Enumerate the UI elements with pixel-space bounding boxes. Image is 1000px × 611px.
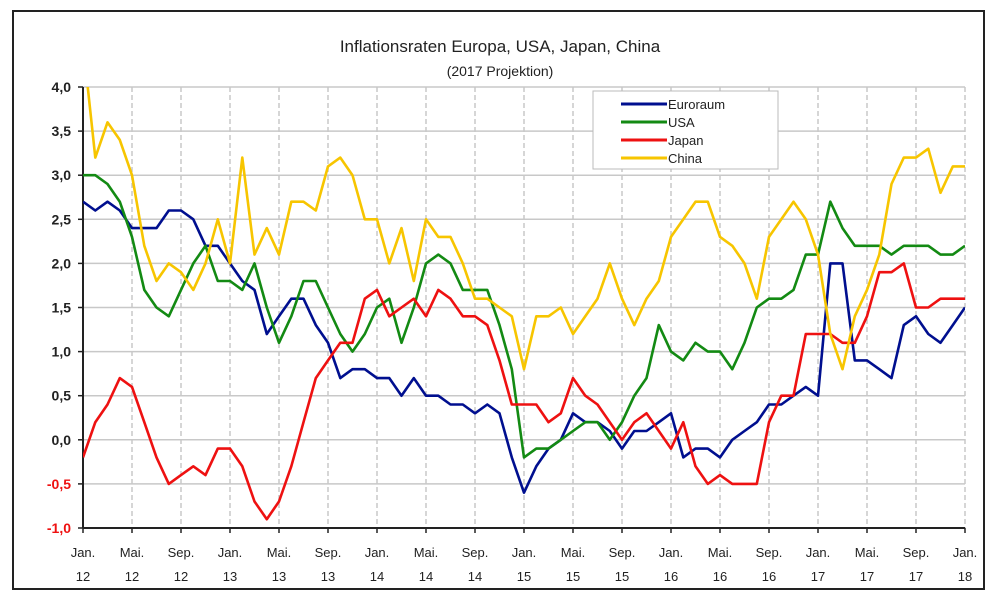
y-tick-label: 2,0 xyxy=(52,255,72,271)
series-line-japan xyxy=(83,262,965,521)
y-tick-label: 4,0 xyxy=(52,79,72,95)
chart-subtitle: (2017 Projektion) xyxy=(447,63,554,79)
y-tick-label: 2,5 xyxy=(52,211,72,227)
x-tick-label-month: Jan. xyxy=(512,545,537,560)
x-tick-label-year: 14 xyxy=(370,569,384,584)
x-tick-label-year: 13 xyxy=(321,569,335,584)
x-tick-label-month: Jan. xyxy=(806,545,831,560)
x-tick-label-month: Mai. xyxy=(855,545,880,560)
x-tick-label-month: Mai. xyxy=(561,545,586,560)
y-tick-label: 1,0 xyxy=(52,344,72,360)
y-tick-label: 3,0 xyxy=(52,167,72,183)
y-tick-label: -0,5 xyxy=(47,476,71,492)
series-line-china xyxy=(86,87,965,371)
x-tick-label-month: Jan. xyxy=(71,545,96,560)
chart-title: Inflationsraten Europa, USA, Japan, Chin… xyxy=(340,37,661,56)
x-tick-label-month: Jan. xyxy=(218,545,243,560)
x-tick-label-month: Jan. xyxy=(659,545,684,560)
legend-label-japan: Japan xyxy=(668,133,703,148)
x-tick-label-year: 16 xyxy=(713,569,727,584)
x-tick-label-month: Sep. xyxy=(903,545,930,560)
x-tick-label-month: Sep. xyxy=(462,545,489,560)
x-tick-label-year: 15 xyxy=(615,569,629,584)
x-tick-label-month: Mai. xyxy=(414,545,439,560)
x-tick-label-year: 14 xyxy=(468,569,482,584)
x-tick-label-month: Jan. xyxy=(365,545,390,560)
x-tick-label-month: Sep. xyxy=(756,545,783,560)
x-tick-label-year: 14 xyxy=(419,569,433,584)
x-tick-label-year: 17 xyxy=(909,569,923,584)
x-tick-label-year: 13 xyxy=(272,569,286,584)
y-tick-label: 1,5 xyxy=(52,300,72,316)
legend-label-china: China xyxy=(668,151,703,166)
y-tick-label: 0,5 xyxy=(52,388,72,404)
x-tick-label-year: 13 xyxy=(223,569,237,584)
x-tick-label-month: Sep. xyxy=(609,545,636,560)
x-tick-label-year: 16 xyxy=(762,569,776,584)
y-tick-label: 3,5 xyxy=(52,123,72,139)
legend-label-euroraum: Euroraum xyxy=(668,97,725,112)
grid xyxy=(82,86,966,529)
x-tick-label-year: 12 xyxy=(76,569,90,584)
y-axis-ticks: 4,0 3,5 3,0 2,5 2,0 1,5 1,0 0,5 0,0 -0,5 -1,0 xyxy=(47,79,71,536)
x-tick-label-year: 17 xyxy=(811,569,825,584)
x-tick-label-year: 18 xyxy=(958,569,972,584)
y-tick-label: 0,0 xyxy=(52,432,72,448)
x-tick-label-month: Mai. xyxy=(708,545,733,560)
chart-frame xyxy=(12,10,985,590)
x-tick-label-month: Sep. xyxy=(315,545,342,560)
series-lines xyxy=(83,87,965,521)
x-tick-label-month: Mai. xyxy=(120,545,145,560)
x-tick-label-year: 15 xyxy=(566,569,580,584)
x-tick-label-year: 12 xyxy=(174,569,188,584)
x-tick-label-year: 17 xyxy=(860,569,874,584)
x-tick-label-month: Sep. xyxy=(168,545,195,560)
x-tick-label-month: Jan. xyxy=(953,545,978,560)
legend: Euroraum USA Japan China xyxy=(592,90,779,170)
legend-label-usa: USA xyxy=(668,115,695,130)
x-tick-label-year: 12 xyxy=(125,569,139,584)
y-tick-label: -1,0 xyxy=(47,520,71,536)
x-tick-label-year: 16 xyxy=(664,569,678,584)
x-tick-label-month: Mai. xyxy=(267,545,292,560)
x-tick-label-year: 15 xyxy=(517,569,531,584)
x-axis-ticks: Jan. 12 Mai. 12 Sep. 12 Jan. 13 Mai. 13 Sep. 13 Jan.… xyxy=(71,545,978,584)
